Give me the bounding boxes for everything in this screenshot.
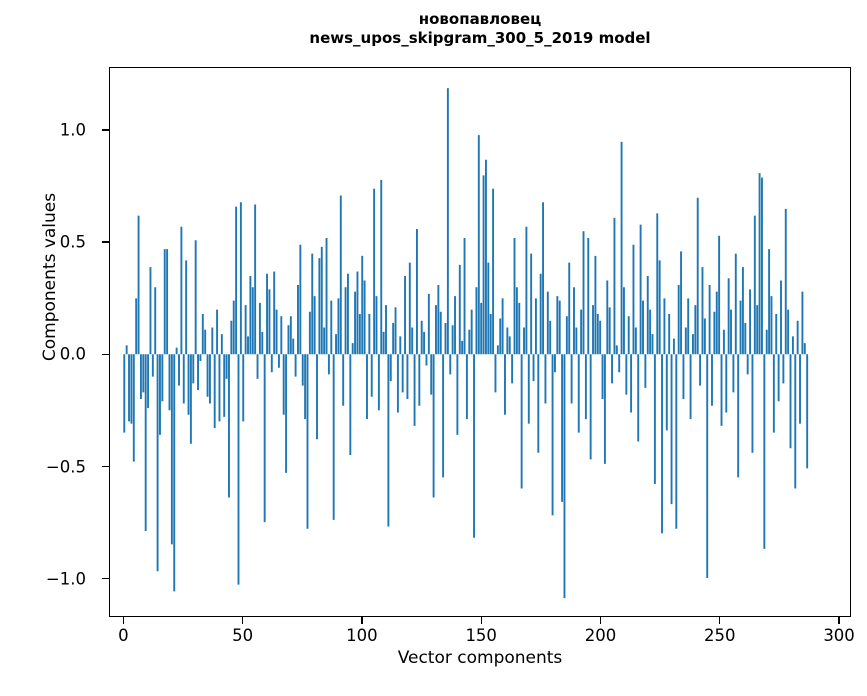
chart-title-line1: новопавловец <box>418 10 542 28</box>
y-tick-label: 1.0 <box>59 120 86 140</box>
y-tick-label: −1.0 <box>45 569 86 589</box>
y-tick-mark <box>102 465 109 468</box>
y-tick-label: −0.5 <box>45 457 86 477</box>
x-tick-label: 250 <box>704 626 736 645</box>
y-tick-label: 0.5 <box>59 232 86 252</box>
bar-series-svg <box>123 88 809 599</box>
x-axis-label: Vector components <box>397 648 563 668</box>
bar-path <box>123 88 809 599</box>
x-tick-label: 300 <box>823 626 855 645</box>
y-tick-mark <box>102 241 109 243</box>
x-tick-label: 100 <box>346 626 378 645</box>
y-axis-tick-labels: −1.0 −0.5 0.0 0.5 1.0 <box>0 67 100 617</box>
x-axis-tick-labels: 0 50 100 150 200 250 300 <box>109 617 855 657</box>
x-tick-mark <box>599 617 602 624</box>
x-tick-mark <box>361 617 363 624</box>
plot-area <box>109 67 851 617</box>
x-tick-mark <box>241 617 244 624</box>
x-tick-label: 200 <box>584 626 617 645</box>
chart-title: новопавловец news_upos_skipgram_300_5_20… <box>109 10 851 48</box>
y-tick-mark <box>102 353 109 355</box>
x-tick-mark <box>122 617 124 624</box>
bars-layer <box>110 68 850 616</box>
y-tick-mark <box>102 129 109 131</box>
x-tick-label: 150 <box>465 626 497 645</box>
y-axis-label: Components values <box>40 192 60 362</box>
x-tick-mark <box>838 617 840 624</box>
y-tick-label: 0.0 <box>59 344 86 364</box>
x-tick-label: 0 <box>118 626 129 645</box>
x-tick-label: 50 <box>232 626 254 645</box>
x-tick-mark <box>719 617 721 624</box>
chart-title-line2: news_upos_skipgram_300_5_2019 model <box>309 29 651 47</box>
y-tick-mark <box>102 578 109 580</box>
x-tick-mark <box>480 617 482 624</box>
